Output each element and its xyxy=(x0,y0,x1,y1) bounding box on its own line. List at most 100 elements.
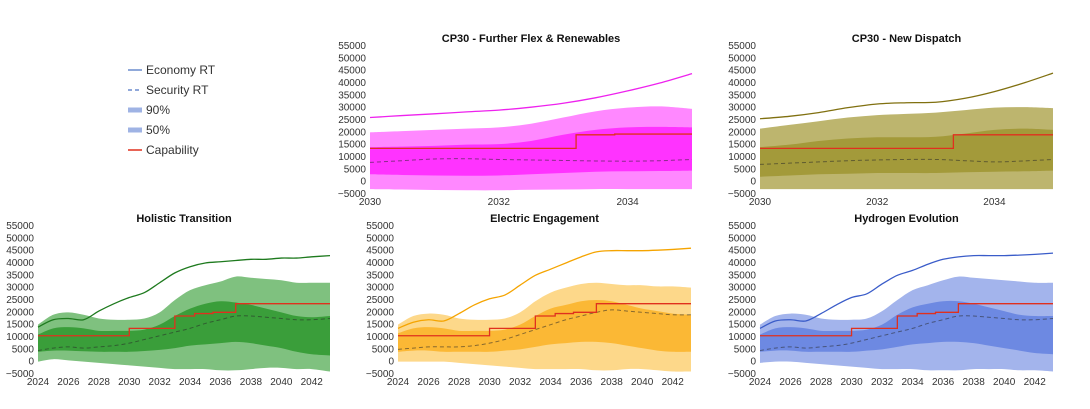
band-icon xyxy=(128,107,142,113)
y-tick-label: −5000 xyxy=(728,189,757,200)
y-tick-label: 30000 xyxy=(728,103,756,114)
x-tick-label: 2030 xyxy=(118,377,141,388)
x-tick-label: 2032 xyxy=(866,197,889,208)
legend-item-90pct: 90% xyxy=(128,102,268,118)
band-50pct xyxy=(38,301,330,356)
y-tick-label: 20000 xyxy=(728,127,756,138)
x-tick-label: 2028 xyxy=(810,377,833,388)
x-tick-label: 2026 xyxy=(779,377,802,388)
y-tick-label: −5000 xyxy=(338,189,367,200)
line-capability xyxy=(370,133,692,150)
y-tick-label: 55000 xyxy=(728,41,756,52)
x-tick-label: 2032 xyxy=(488,197,511,208)
x-tick-label: 2028 xyxy=(448,377,471,388)
band-50pct xyxy=(370,126,692,176)
y-tick-label: 45000 xyxy=(6,246,34,257)
legend-label: Economy RT xyxy=(146,63,216,77)
y-tick-label: 45000 xyxy=(366,246,394,257)
y-tick-label: 10000 xyxy=(338,152,366,163)
y-tick-label: 30000 xyxy=(728,283,756,294)
x-tick-label: 2040 xyxy=(270,377,293,388)
y-tick-label: 25000 xyxy=(728,295,756,306)
legend-label: 50% xyxy=(146,123,171,137)
solid-line-icon xyxy=(128,149,142,151)
y-tick-label: 35000 xyxy=(728,270,756,281)
y-tick-label: 55000 xyxy=(728,221,756,232)
y-tick-label: 35000 xyxy=(338,90,366,101)
y-tick-label: 15000 xyxy=(6,320,34,331)
y-tick-label: 50000 xyxy=(338,53,366,64)
x-tick-label: 2034 xyxy=(983,197,1006,208)
y-tick-label: 25000 xyxy=(338,115,366,126)
legend-label: Security RT xyxy=(146,83,209,97)
x-tick-label: 2024 xyxy=(387,377,410,388)
y-tick-label: 15000 xyxy=(366,320,394,331)
y-tick-label: 35000 xyxy=(6,270,34,281)
y-tick-label: 25000 xyxy=(728,115,756,126)
y-tick-label: 55000 xyxy=(6,221,34,232)
line-capability xyxy=(760,303,1053,337)
y-tick-label: 20000 xyxy=(728,307,756,318)
x-tick-label: 2030 xyxy=(359,197,382,208)
x-tick-label: 2036 xyxy=(932,377,955,388)
x-tick-label: 2032 xyxy=(509,377,532,388)
x-tick-label: 2042 xyxy=(1024,377,1047,388)
y-tick-label: −5000 xyxy=(728,369,757,380)
x-tick-label: 2038 xyxy=(240,377,263,388)
line-capability xyxy=(760,134,1053,150)
y-tick-label: 15000 xyxy=(728,320,756,331)
y-tick-label: 40000 xyxy=(728,258,756,269)
x-tick-label: 2038 xyxy=(963,377,986,388)
line-capability xyxy=(398,303,691,337)
line-security-rt xyxy=(37,315,331,352)
y-tick-label: 15000 xyxy=(728,140,756,151)
x-tick-label: 2042 xyxy=(662,377,685,388)
y-tick-label: 5000 xyxy=(372,344,395,355)
legend-item-50pct: 50% xyxy=(128,122,268,138)
y-tick-label: 45000 xyxy=(728,66,756,77)
line-security-rt xyxy=(759,315,1054,352)
line-economy-rt xyxy=(37,254,331,328)
x-tick-label: 2028 xyxy=(88,377,111,388)
chart-title: Holistic Transition xyxy=(136,213,232,225)
band-50pct xyxy=(398,300,691,352)
y-tick-label: 40000 xyxy=(338,78,366,89)
y-tick-label: 50000 xyxy=(728,233,756,244)
chart-title: CP30 - New Dispatch xyxy=(852,33,962,45)
y-tick-label: 30000 xyxy=(366,283,394,294)
x-tick-label: 2036 xyxy=(209,377,232,388)
y-tick-label: 20000 xyxy=(338,127,366,138)
line-security-rt xyxy=(369,158,693,163)
y-tick-label: 40000 xyxy=(728,78,756,89)
x-tick-label: 2030 xyxy=(749,197,772,208)
x-tick-label: 2040 xyxy=(631,377,654,388)
line-economy-rt xyxy=(759,252,1054,329)
y-tick-label: 50000 xyxy=(728,53,756,64)
x-tick-label: 2038 xyxy=(601,377,624,388)
band-50pct xyxy=(760,128,1053,177)
band-icon xyxy=(128,127,142,133)
y-tick-label: 55000 xyxy=(366,221,394,232)
line-capability xyxy=(38,303,330,337)
line-economy-rt xyxy=(369,73,693,119)
x-tick-label: 2032 xyxy=(871,377,894,388)
chart-cp30-further-flex: CP30 - Further Flex & Renewables −50000 50… xyxy=(338,33,693,208)
y-tick-label: 50000 xyxy=(6,233,34,244)
legend: Economy RT Security RT 90% 50% Capabilit… xyxy=(128,62,248,162)
chart-title: Hydrogen Evolution xyxy=(854,213,959,225)
x-tick-label: 2032 xyxy=(149,377,172,388)
y-tick-label: −5000 xyxy=(6,369,35,380)
y-tick-label: 45000 xyxy=(338,66,366,77)
chart-title: Electric Engagement xyxy=(490,213,599,225)
line-security-rt xyxy=(397,309,692,350)
x-tick-label: 2026 xyxy=(417,377,440,388)
legend-label: Capability xyxy=(146,143,199,157)
line-security-rt xyxy=(759,158,1054,165)
solid-line-icon xyxy=(128,69,142,71)
line-economy-rt xyxy=(397,247,692,329)
y-tick-label: 55000 xyxy=(338,41,366,52)
y-tick-label: 30000 xyxy=(338,103,366,114)
y-tick-label: 25000 xyxy=(366,295,394,306)
